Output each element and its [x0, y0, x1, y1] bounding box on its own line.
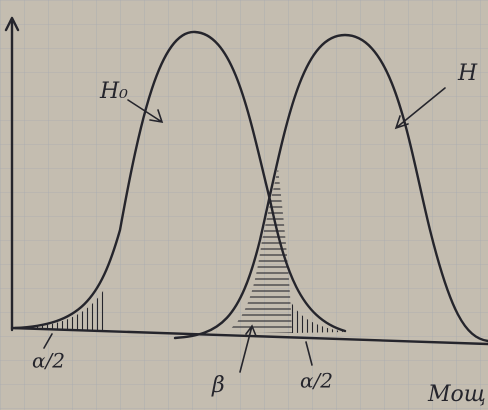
alpha-left-label: α/2 [32, 349, 65, 373]
beta-label: β [211, 373, 225, 398]
corner-text: Мощ [427, 382, 486, 407]
paper-grid [0, 0, 488, 410]
alpha-right-label: α/2 [300, 369, 333, 393]
h0-label: H₀ [99, 79, 128, 104]
h1-label: H [457, 61, 478, 86]
notebook-diagram: H₀ H α/2 β α/2 Мощ [0, 0, 488, 410]
